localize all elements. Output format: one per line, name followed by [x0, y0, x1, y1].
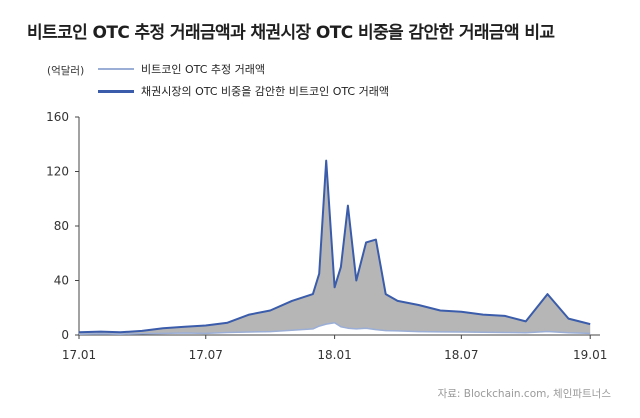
legend-swatch-series-2 — [98, 89, 134, 93]
x-tick-label: 17.07 — [189, 348, 223, 362]
series-band — [79, 160, 591, 335]
chart-title: 비트코인 OTC 추정 거래금액과 채권시장 OTC 비중을 감안한 거래금액 … — [27, 23, 555, 43]
legend: 비트코인 OTC 추정 거래액 채권시장의 OTC 비중을 감안한 비트코인 O… — [98, 58, 389, 102]
legend-swatch-series-1 — [98, 68, 134, 70]
legend-item-series-2: 채권시장의 OTC 비중을 감안한 비트코인 OTC 거래액 — [98, 80, 389, 102]
x-tick-label: 18.01 — [317, 348, 351, 362]
y-tick-label: 80 — [54, 219, 69, 233]
x-tick-label: 18.07 — [444, 348, 478, 362]
legend-label-series-2: 채권시장의 OTC 비중을 감안한 비트코인 OTC 거래액 — [141, 85, 389, 98]
y-tick-label: 0 — [61, 328, 69, 342]
y-axis-unit: (억달러) — [47, 65, 85, 77]
y-tick-label: 160 — [46, 110, 69, 124]
x-tick-label: 17.01 — [62, 348, 96, 362]
source-note: 자료: Blockchain.com, 체인파트너스 — [437, 388, 611, 400]
y-tick-label: 40 — [54, 274, 69, 288]
legend-label-series-1: 비트코인 OTC 추정 거래액 — [141, 63, 265, 76]
x-tick-label: 19.01 — [573, 348, 607, 362]
series-line-1 — [78, 321, 591, 336]
y-tick-label: 120 — [46, 165, 69, 179]
legend-item-series-1: 비트코인 OTC 추정 거래액 — [98, 58, 389, 80]
series-line-2 — [78, 159, 591, 334]
